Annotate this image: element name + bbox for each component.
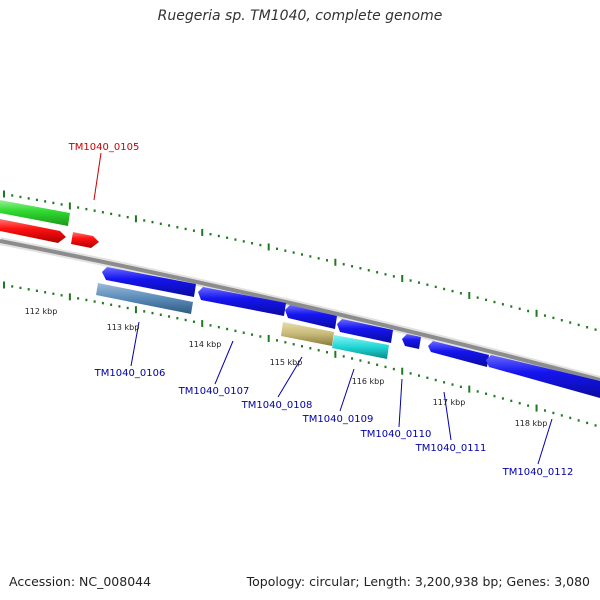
gene-0109-a[interactable]	[337, 319, 393, 343]
leader-0111	[443, 391, 452, 441]
gene-label-0110[interactable]: TM1040_0110	[360, 429, 432, 440]
gene-0106-b[interactable]	[96, 283, 193, 314]
gene-label-0107[interactable]: TM1040_0107	[178, 386, 250, 397]
ruler-label-117kbp: 117 kbp	[433, 398, 466, 407]
leader-0105	[93, 152, 102, 201]
leader-0110	[398, 378, 403, 428]
forward-gene-red-1[interactable]	[0, 219, 66, 243]
leader-0109	[339, 368, 355, 412]
gene-label-0112[interactable]: TM1040_0112	[502, 467, 574, 478]
gene-0110[interactable]	[402, 334, 421, 349]
gene-label-0105[interactable]: TM1040_0105	[68, 142, 140, 153]
leader-0112	[537, 418, 553, 465]
genome-backbone-core	[0, 239, 600, 382]
ruler-ticks-lower	[3, 281, 597, 427]
gene-label-0108[interactable]: TM1040_0108	[241, 400, 313, 411]
leader-0108	[277, 356, 303, 398]
ruler-label-114kbp: 114 kbp	[189, 340, 222, 349]
gene-label-0111[interactable]: TM1040_0111	[415, 443, 487, 454]
gene-0107[interactable]	[198, 287, 286, 316]
ruler-label-113kbp: 113 kbp	[107, 323, 140, 332]
gene-0111[interactable]	[428, 341, 489, 367]
forward-gene-red-2[interactable]	[71, 232, 99, 248]
leader-0107	[214, 340, 234, 385]
gene-0108-b[interactable]	[281, 322, 334, 346]
map-title: Ruegeria sp. TM1040, complete genome	[157, 8, 443, 24]
accession-label: Accession: NC_008044	[9, 574, 152, 589]
ruler-ticks-upper	[3, 190, 597, 331]
ruler-label-116kbp: 116 kbp	[352, 377, 385, 386]
genome-stats-label: Topology: circular; Length: 3,200,938 bp…	[246, 574, 590, 589]
leader-0106	[130, 321, 140, 367]
gene-0109-b[interactable]	[332, 335, 389, 359]
gene-label-0109[interactable]: TM1040_0109	[302, 414, 374, 425]
forward-gene-green[interactable]	[0, 200, 70, 226]
ruler-label-118kbp: 118 kbp	[515, 419, 548, 428]
gene-0106-a[interactable]	[102, 267, 196, 297]
ruler-label-115kbp: 115 kbp	[270, 358, 303, 367]
gene-label-0106[interactable]: TM1040_0106	[94, 368, 166, 379]
gene-0108-a[interactable]	[285, 305, 337, 329]
gene-0112[interactable]	[486, 355, 600, 398]
ruler-label-112kbp: 112 kbp	[25, 307, 58, 316]
